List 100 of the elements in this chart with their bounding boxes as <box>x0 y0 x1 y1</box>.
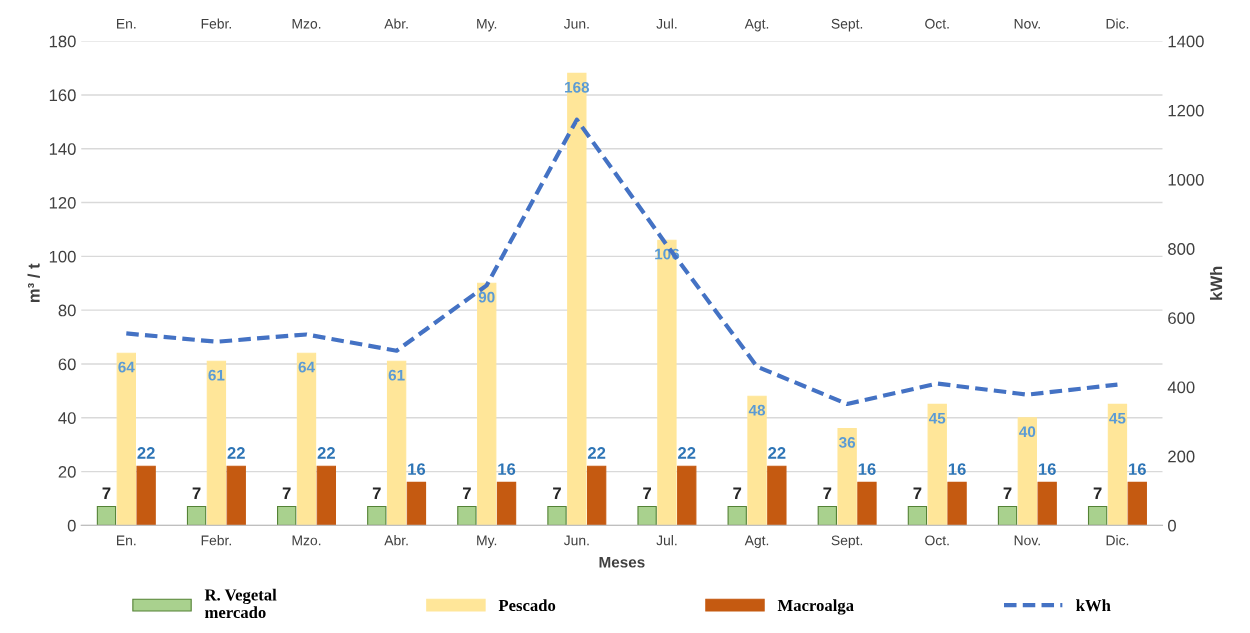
bar <box>296 352 317 526</box>
data-label: 7 <box>102 487 111 500</box>
bar <box>817 506 837 526</box>
legend-label: Macroalga <box>777 599 854 615</box>
x-tick-label: Febr. <box>201 535 231 546</box>
x-tick-label: En. <box>117 535 136 546</box>
data-label: 7 <box>553 487 561 500</box>
data-label: 16 <box>408 463 426 476</box>
bar <box>136 465 156 526</box>
data-label: 22 <box>227 447 245 459</box>
x-tick-label: Jul. <box>656 535 677 546</box>
data-label: 7 <box>372 487 381 500</box>
category-label: Nov. <box>1014 18 1040 29</box>
data-label: 40 <box>1019 426 1036 438</box>
bar <box>727 506 747 526</box>
data-label: 16 <box>1038 463 1056 476</box>
bar <box>116 352 136 526</box>
y-tick-label: 60 <box>58 358 76 371</box>
x-tick-label: Abr. <box>384 535 408 546</box>
y-tick-label: 140 <box>49 143 76 155</box>
y2-tick-label: 400 <box>1167 381 1195 394</box>
bar <box>186 506 207 526</box>
bar <box>1087 506 1108 526</box>
data-label: 16 <box>1129 463 1146 476</box>
bar <box>907 506 928 526</box>
bar <box>586 465 607 526</box>
category-label: En. <box>117 18 136 29</box>
data-label: 61 <box>208 369 225 381</box>
data-label: 22 <box>768 447 786 459</box>
data-label: 36 <box>838 437 856 448</box>
category-label: Abr. <box>384 18 408 29</box>
data-label: 7 <box>913 487 922 500</box>
bar <box>747 395 767 526</box>
y-tick-label: 100 <box>49 250 76 263</box>
data-label: 16 <box>498 463 516 476</box>
legend-label: kWh <box>1076 599 1111 612</box>
bar <box>406 481 427 526</box>
bar <box>367 506 387 526</box>
data-label: 7 <box>1093 487 1102 500</box>
bar <box>1017 417 1038 526</box>
y-tick-label: 120 <box>49 196 76 209</box>
bar <box>767 465 787 526</box>
category-label: Jun. <box>563 18 589 29</box>
bar <box>547 506 567 526</box>
y2-tick-label: 1200 <box>1168 104 1204 117</box>
category-label: Oct. <box>925 18 949 29</box>
x-tick-label: Mzo. <box>292 535 321 546</box>
bar <box>96 506 117 526</box>
bar <box>386 360 407 526</box>
data-label: 7 <box>823 487 832 500</box>
data-label: 7 <box>643 487 652 500</box>
data-label: 7 <box>282 487 291 500</box>
y-axis-title: m³ / t <box>27 263 40 303</box>
y2-tick-label: 1000 <box>1168 173 1204 186</box>
data-label: 22 <box>137 447 155 459</box>
bar <box>477 282 497 526</box>
data-label: 16 <box>858 463 876 476</box>
bar <box>1127 481 1147 526</box>
bar <box>637 506 657 526</box>
bar <box>457 506 477 526</box>
data-label: 16 <box>948 463 966 476</box>
bar <box>206 360 227 526</box>
bar <box>657 239 677 526</box>
y2-tick-label: 800 <box>1168 243 1195 255</box>
bar <box>496 481 517 526</box>
data-label: 90 <box>478 291 495 303</box>
bar <box>277 506 297 526</box>
data-label: 22 <box>678 447 696 459</box>
bar <box>857 481 877 526</box>
bar <box>947 481 967 526</box>
y-tick-label: 160 <box>49 89 76 102</box>
y2-tick-label: 0 <box>1168 519 1176 532</box>
x-tick-label: Agt. <box>744 535 769 549</box>
data-label: 22 <box>587 447 606 459</box>
bar <box>997 506 1018 526</box>
bar <box>1037 481 1057 526</box>
category-label: Agt. <box>744 18 769 32</box>
y-tick-label: 80 <box>58 304 76 317</box>
category-label: Jul. <box>656 18 677 29</box>
x-tick-label: Dic. <box>1106 535 1129 546</box>
legend-label: R. Vegetal mercado <box>204 588 277 619</box>
category-label: Dic. <box>1106 18 1129 29</box>
x-tick-label: Jun. <box>563 535 589 546</box>
data-label: 7 <box>462 487 471 500</box>
data-label: 45 <box>928 412 946 424</box>
bar <box>567 72 587 526</box>
x-tick-label: Nov. <box>1014 535 1040 546</box>
bar <box>1107 403 1128 526</box>
y-tick-label: 180 <box>49 35 76 48</box>
data-label: 64 <box>298 361 315 373</box>
y-tick-label: 0 <box>67 519 76 532</box>
x-tick-label: Oct. <box>925 535 949 546</box>
y2-tick-label: 600 <box>1168 312 1195 325</box>
data-label: 7 <box>1003 487 1012 500</box>
x-tick-label: Sept. <box>831 535 863 549</box>
bar <box>316 465 337 526</box>
category-label: Mzo. <box>292 18 321 29</box>
category-label: Febr. <box>201 18 231 29</box>
y-tick-label: 20 <box>58 465 76 478</box>
data-label: 22 <box>317 447 335 459</box>
